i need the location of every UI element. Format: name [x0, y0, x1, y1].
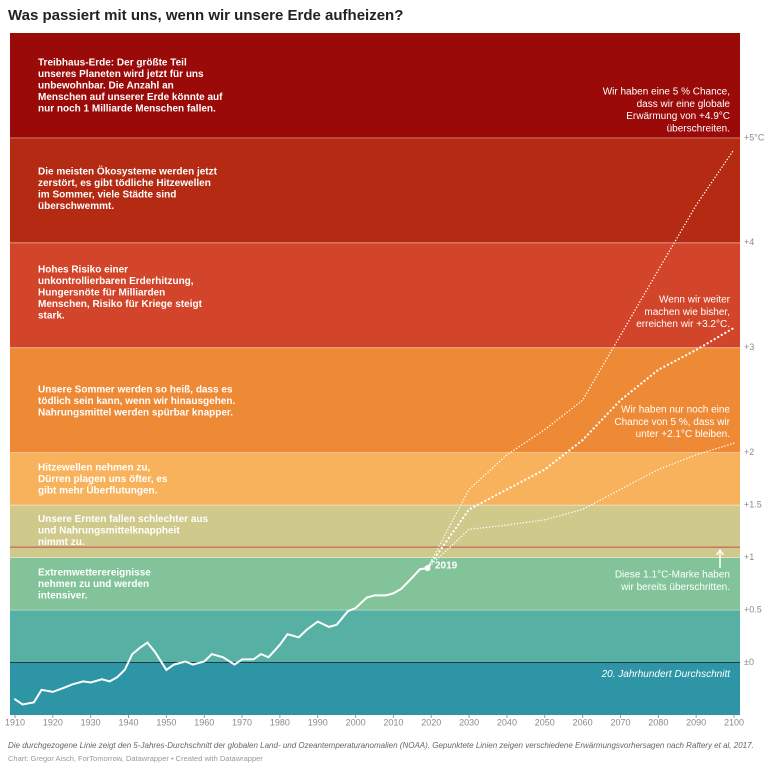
x-tick-label: 1960 — [194, 717, 214, 727]
chart-title: Was passiert mit uns, wenn wir unsere Er… — [8, 7, 403, 24]
annotation: machen wie bisher, — [644, 307, 730, 318]
band — [10, 505, 740, 558]
x-tick-label: 2090 — [686, 717, 706, 727]
series-line — [426, 148, 735, 569]
band-label: Hitzewellen nehmen zu, — [38, 462, 150, 473]
band-label: Unsere Sommer werden so heiß, dass es — [38, 384, 233, 395]
annotation: unter +2.1°C bleiben. — [636, 429, 730, 440]
band-label: intensiver. — [38, 590, 88, 601]
y-tick-label: +1 — [744, 552, 754, 562]
band — [10, 33, 740, 138]
annotation: Wir haben eine 5 % Chance, — [603, 87, 730, 98]
annotation: erreichen wir +3.2°C. — [636, 319, 730, 330]
band-label: Hungersnöte für Milliarden — [38, 287, 165, 298]
x-tick-label: 2060 — [573, 717, 593, 727]
band-label: nehmen zu und werden — [38, 579, 149, 590]
band-label: zerstört, es gibt tödliche Hitzewellen — [38, 178, 211, 189]
y-tick-label: +4 — [744, 237, 754, 247]
band-label: Menschen auf unserer Erde könnte auf — [38, 92, 223, 103]
annotation: Erwärmung von +4.9°C — [626, 111, 730, 122]
band-label: Die meisten Ökosysteme werden jetzt — [38, 165, 218, 178]
annotation: Diese 1.1°C-Marke haben — [615, 570, 730, 581]
x-tick-label: 2020 — [421, 717, 441, 727]
band-label: Nahrungsmittel werden spürbar knapper. — [38, 407, 233, 418]
x-tick-label: 1920 — [43, 717, 63, 727]
band-label: nur noch 1 Milliarde Menschen fallen. — [38, 104, 216, 115]
band-label: im Sommer, viele Städte sind — [38, 190, 176, 201]
x-tick-label: 2070 — [610, 717, 630, 727]
credit: Chart: Gregor Aisch, ForTomorrow, Datawr… — [8, 754, 263, 763]
x-tick-label: 2010 — [383, 717, 403, 727]
band-label: Extremwetterereignisse — [38, 567, 151, 578]
band-label: gibt mehr Überflutungen. — [38, 483, 158, 496]
band-label: nimmt zu. — [38, 537, 85, 548]
band-label: unkontrollierbaren Erderhitzung, — [38, 276, 194, 287]
x-tick-label: 1940 — [119, 717, 139, 727]
band-label: Menschen, Risiko für Kriege steigt — [38, 299, 203, 310]
series-line — [426, 442, 735, 569]
y-tick-label: +2 — [744, 447, 754, 457]
band — [10, 610, 740, 663]
x-tick-label: 1910 — [5, 717, 25, 727]
x-tick-label: 1950 — [156, 717, 176, 727]
band-label: Unsere Ernten fallen schlechter aus — [38, 514, 209, 525]
annotation: Wenn wir weiter — [659, 295, 731, 306]
band — [10, 137, 740, 243]
band — [10, 347, 740, 453]
annotation: überschreiten. — [667, 124, 730, 135]
band-label: tödlich sein kann, wenn wir hinausgehen. — [38, 396, 235, 407]
band-label: unseres Planeten wird jetzt für uns — [38, 69, 204, 80]
x-tick-label: 1930 — [81, 717, 101, 727]
y-tick-label: +3 — [744, 342, 754, 352]
end-dot — [424, 565, 431, 572]
band — [10, 662, 740, 715]
band-label: Treibhaus-Erde: Der größte Teil — [38, 58, 187, 69]
series-line — [14, 567, 429, 706]
annotation: Wir haben nur noch eine — [621, 405, 730, 416]
series-line — [426, 326, 736, 570]
x-tick-label: 2030 — [459, 717, 479, 727]
x-tick-label: 1970 — [232, 717, 252, 727]
y-tick-label: +0.5 — [744, 604, 762, 614]
annotation: 2019 — [435, 561, 458, 572]
x-tick-label: 2100 — [724, 717, 744, 727]
x-tick-label: 2080 — [648, 717, 668, 727]
band — [10, 452, 740, 506]
x-tick-label: 2040 — [497, 717, 517, 727]
band-label: Hohes Risiko einer — [38, 264, 128, 275]
x-tick-label: 2000 — [346, 717, 366, 727]
y-tick-label: ±0 — [744, 657, 754, 667]
y-tick-label: +5°C — [744, 132, 765, 142]
band-label: Dürren plagen uns öfter, es — [38, 474, 168, 485]
annotation: dass wir eine globale — [637, 99, 731, 110]
x-tick-label: 2050 — [535, 717, 555, 727]
note: Die durchgezogene Linie zeigt den 5-Jahr… — [8, 741, 754, 750]
band-label: stark. — [38, 310, 65, 321]
arrow — [715, 548, 725, 568]
annotation: wir bereits überschritten. — [620, 582, 730, 593]
band — [10, 557, 740, 611]
x-tick-label: 1990 — [308, 717, 328, 727]
band-label: überschwemmt. — [38, 201, 114, 212]
x-tick-label: 1980 — [270, 717, 290, 727]
band — [10, 242, 740, 348]
band-label: unbewohnbar. Die Anzahl an — [38, 81, 174, 92]
band-label: und Nahrungsmittelknappheit — [38, 525, 180, 536]
y-tick-label: +1.5 — [744, 500, 762, 510]
annotation: Chance von 5 %, dass wir — [614, 417, 730, 428]
band-label: 20. Jahrhundert Durchschnitt — [601, 669, 732, 680]
